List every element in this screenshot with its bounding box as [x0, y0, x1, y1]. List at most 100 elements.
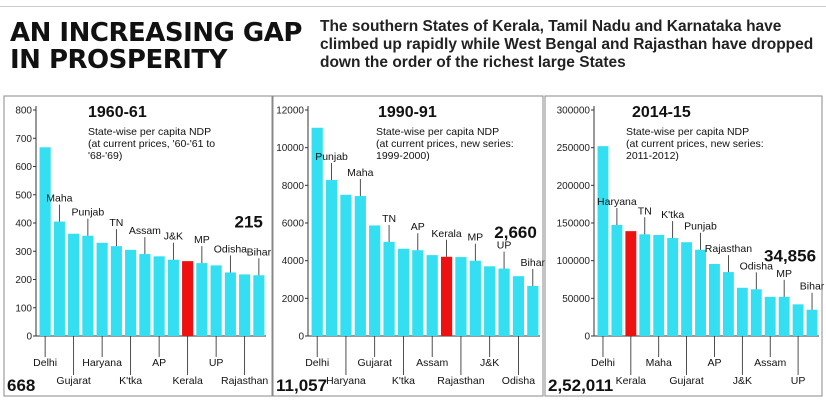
category-label: Maha: [347, 167, 373, 179]
y-tick-label: 6000: [282, 219, 305, 230]
panel-subtitle: (at current prices, new series:: [376, 138, 514, 150]
y-tick-label: 50000: [562, 294, 590, 305]
standfirst: The southern States of Kerala, Tamil Nad…: [320, 18, 814, 71]
y-tick-label: 4000: [282, 256, 305, 267]
category-label: Bihar: [521, 257, 546, 269]
bar: [625, 231, 637, 336]
y-tick-label: 200: [15, 275, 32, 286]
bar: [354, 196, 366, 336]
bar: [311, 127, 323, 337]
category-label: Haryana: [597, 196, 637, 208]
category-label: MP: [467, 232, 483, 244]
category-label: TN: [382, 213, 396, 225]
bar: [383, 241, 395, 336]
bar: [110, 246, 122, 336]
bar: [340, 194, 352, 336]
panel-subtitle: State-wise per capita NDP: [626, 126, 749, 138]
chart-panel-2: 0 2000 4000 6000 8000 10000 12000 1990-91 State-…: [272, 95, 546, 397]
y-tick-label: 800: [15, 106, 32, 117]
category-label: Assam: [416, 357, 448, 369]
bar: [750, 289, 762, 336]
bar: [196, 263, 208, 336]
panel-subtitle: (at current prices, '60-'61 to: [88, 138, 215, 150]
y-tick-label: 300000: [557, 106, 591, 117]
panel-subtitle: 1999-2000): [376, 150, 430, 162]
category-label: J&K: [733, 375, 752, 387]
category-label: Bihar: [247, 246, 272, 258]
y-tick-label: 200000: [557, 181, 591, 192]
category-label: AP: [411, 221, 425, 233]
y-tick-label: 600: [15, 162, 32, 173]
bar: [527, 285, 539, 336]
category-label: MP: [194, 234, 210, 246]
bar: [153, 256, 165, 336]
y-tick-label: 8000: [282, 181, 305, 192]
bar: [667, 238, 679, 336]
headline: AN INCREASING GAP IN PROSPERITY: [10, 20, 310, 74]
category-label: Gujarat: [669, 375, 704, 387]
bar: [182, 261, 194, 336]
y-tick-label: 700: [15, 134, 32, 145]
category-label: UP: [497, 240, 512, 252]
bar: [764, 296, 776, 336]
bar: [512, 276, 525, 336]
bar: [469, 260, 481, 336]
bar: [325, 180, 338, 336]
headline-line-2: IN PROSPERITY: [10, 45, 227, 75]
panel-subtitle: (at current prices, new series:: [626, 138, 764, 150]
y-tick-label: 12000: [276, 106, 304, 117]
panel-subtitle: 2011-2012): [626, 150, 679, 162]
panel-subtitle: '68-'69): [88, 150, 122, 162]
category-label: TN: [109, 217, 123, 229]
y-tick-label: 0: [26, 332, 32, 343]
category-label: Kerala: [172, 375, 203, 387]
category-label: Haryana: [82, 357, 122, 369]
category-label: Rajasthan: [221, 375, 268, 387]
bar: [96, 242, 108, 336]
category-label: Maha: [646, 357, 672, 369]
bar: [792, 304, 804, 336]
bar: [806, 309, 818, 336]
category-label: K'tka: [392, 375, 415, 387]
y-tick-label: 300: [15, 247, 32, 258]
bar: [722, 272, 734, 336]
panel-frame: [272, 95, 544, 397]
value-callout: 668: [7, 376, 35, 395]
category-label: Haryana: [326, 375, 366, 387]
category-label: Rajasthan: [437, 375, 484, 387]
category-label: Assam: [754, 357, 786, 369]
category-label: K'tka: [119, 375, 142, 387]
bar: [455, 257, 467, 336]
chart-panel-3: 0 50000 100000 150000 200000 250000 300000 2014…: [544, 95, 825, 397]
panel-title: 1960-61: [88, 104, 147, 121]
bar: [484, 266, 496, 336]
value-callout: 2,52,011: [548, 376, 613, 395]
category-label: AP: [152, 357, 166, 369]
category-label: Punjab: [684, 221, 717, 233]
category-label: Kerala: [616, 375, 647, 387]
headline-line-1: AN INCREASING GAP: [10, 18, 302, 48]
panel-title: 2014-15: [632, 104, 691, 121]
bar: [39, 147, 51, 336]
bar: [369, 225, 381, 336]
y-tick-label: 500: [15, 190, 32, 201]
bar: [611, 224, 623, 336]
y-tick-label: 2000: [282, 294, 305, 305]
bar: [736, 287, 748, 336]
y-tick-label: 100: [15, 303, 32, 314]
category-label: J&K: [480, 357, 499, 369]
bar: [167, 259, 179, 336]
category-label: Gujarat: [357, 357, 392, 369]
y-tick-label: 250000: [557, 143, 591, 154]
category-label: Assam: [129, 225, 161, 237]
bar: [253, 275, 265, 336]
bar: [68, 233, 80, 336]
bar: [397, 248, 410, 336]
value-callout: 215: [235, 212, 263, 231]
panel-frame: [3, 95, 273, 397]
y-tick-label: 0: [584, 332, 590, 343]
category-label: J&K: [164, 231, 183, 243]
panel-subtitle: State-wise per capita NDP: [376, 126, 499, 138]
